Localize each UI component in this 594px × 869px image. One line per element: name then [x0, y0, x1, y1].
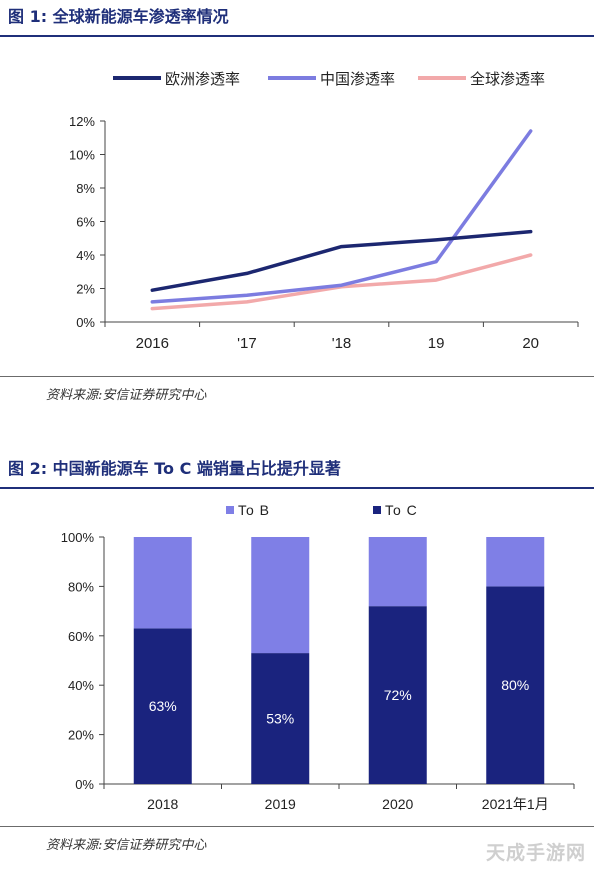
y-tick-label: 20% [68, 728, 94, 743]
x-tick-label: 2018 [147, 796, 178, 812]
bar-tob-0 [133, 537, 192, 629]
y-tick-label: 100% [61, 530, 95, 545]
bar-label-3: 80% [501, 677, 529, 693]
x-tick-label: 19 [428, 335, 445, 352]
figure-2-title: 图 2: 中国新能源车 To C 端销量占比提升显著 [8, 459, 341, 478]
legend-label-1: To B [238, 502, 270, 518]
legend-label-2: 全球渗透率 [470, 70, 545, 88]
y-tick-label: 60% [68, 629, 94, 644]
x-tick-label: 2021年1月 [482, 796, 549, 812]
legend-swatch-1 [226, 506, 234, 514]
x-tick-label: 20 [522, 335, 539, 352]
x-tick-label: 2019 [265, 796, 296, 812]
bar-toc-3 [486, 586, 545, 784]
y-tick-label: 8% [76, 181, 95, 196]
watermark: 天成手游网 [485, 842, 586, 864]
y-tick-label: 40% [68, 678, 94, 693]
x-tick-label: 2020 [382, 796, 413, 812]
figure-1-source-rule [0, 376, 594, 377]
bar-toc-0 [133, 628, 192, 784]
y-tick-label: 0% [76, 315, 95, 330]
y-tick-label: 6% [76, 215, 95, 230]
bar-label-1: 53% [266, 711, 294, 727]
x-tick-label: 2016 [136, 335, 169, 352]
legend-label-0: 欧洲渗透率 [165, 71, 240, 88]
figure-1-title: 图 1: 全球新能源车渗透率情况 [8, 7, 229, 26]
bar-toc-1 [251, 653, 310, 784]
penetration-line-chart: 欧洲渗透率 中国渗透率 全球渗透率 0% 2% 4% 6% 8% 10% 12% 2016 '17 '1… [69, 70, 579, 352]
figure-2-source: 资料来源:安信证券研究中心 [46, 838, 207, 853]
toc-share-stacked-bar-chart: To B To C 0% 20% 40% 60% 80% 100% 63% 2018 53% 2019… [61, 502, 575, 812]
y-tick-label: 10% [69, 148, 95, 163]
y-tick-label: 2% [76, 282, 95, 297]
legend-swatch-0 [373, 506, 381, 514]
series-line-1 [150, 129, 533, 304]
y-tick-label: 80% [68, 579, 94, 594]
bar-tob-2 [368, 537, 427, 607]
series-line-0 [150, 229, 533, 292]
figure-2-source-rule [0, 826, 594, 827]
x-tick-label: '18 [332, 335, 352, 352]
y-tick-label: 12% [69, 114, 95, 129]
legend-label-1: 中国渗透率 [320, 71, 395, 88]
figure-1-source: 资料来源:安信证券研究中心 [46, 388, 207, 403]
bar-tob-3 [486, 537, 545, 587]
bar-tob-1 [251, 537, 310, 654]
bar-label-0: 63% [149, 698, 177, 714]
y-tick-label: 0% [75, 777, 94, 792]
x-tick-label: '17 [237, 335, 257, 352]
legend-label-0: To C [385, 502, 418, 518]
figure-1-title-rule [0, 35, 594, 37]
bar-label-2: 72% [384, 687, 412, 703]
y-tick-label: 4% [76, 248, 95, 263]
figure-2-title-rule [0, 487, 594, 489]
bar-toc-2 [368, 606, 427, 784]
